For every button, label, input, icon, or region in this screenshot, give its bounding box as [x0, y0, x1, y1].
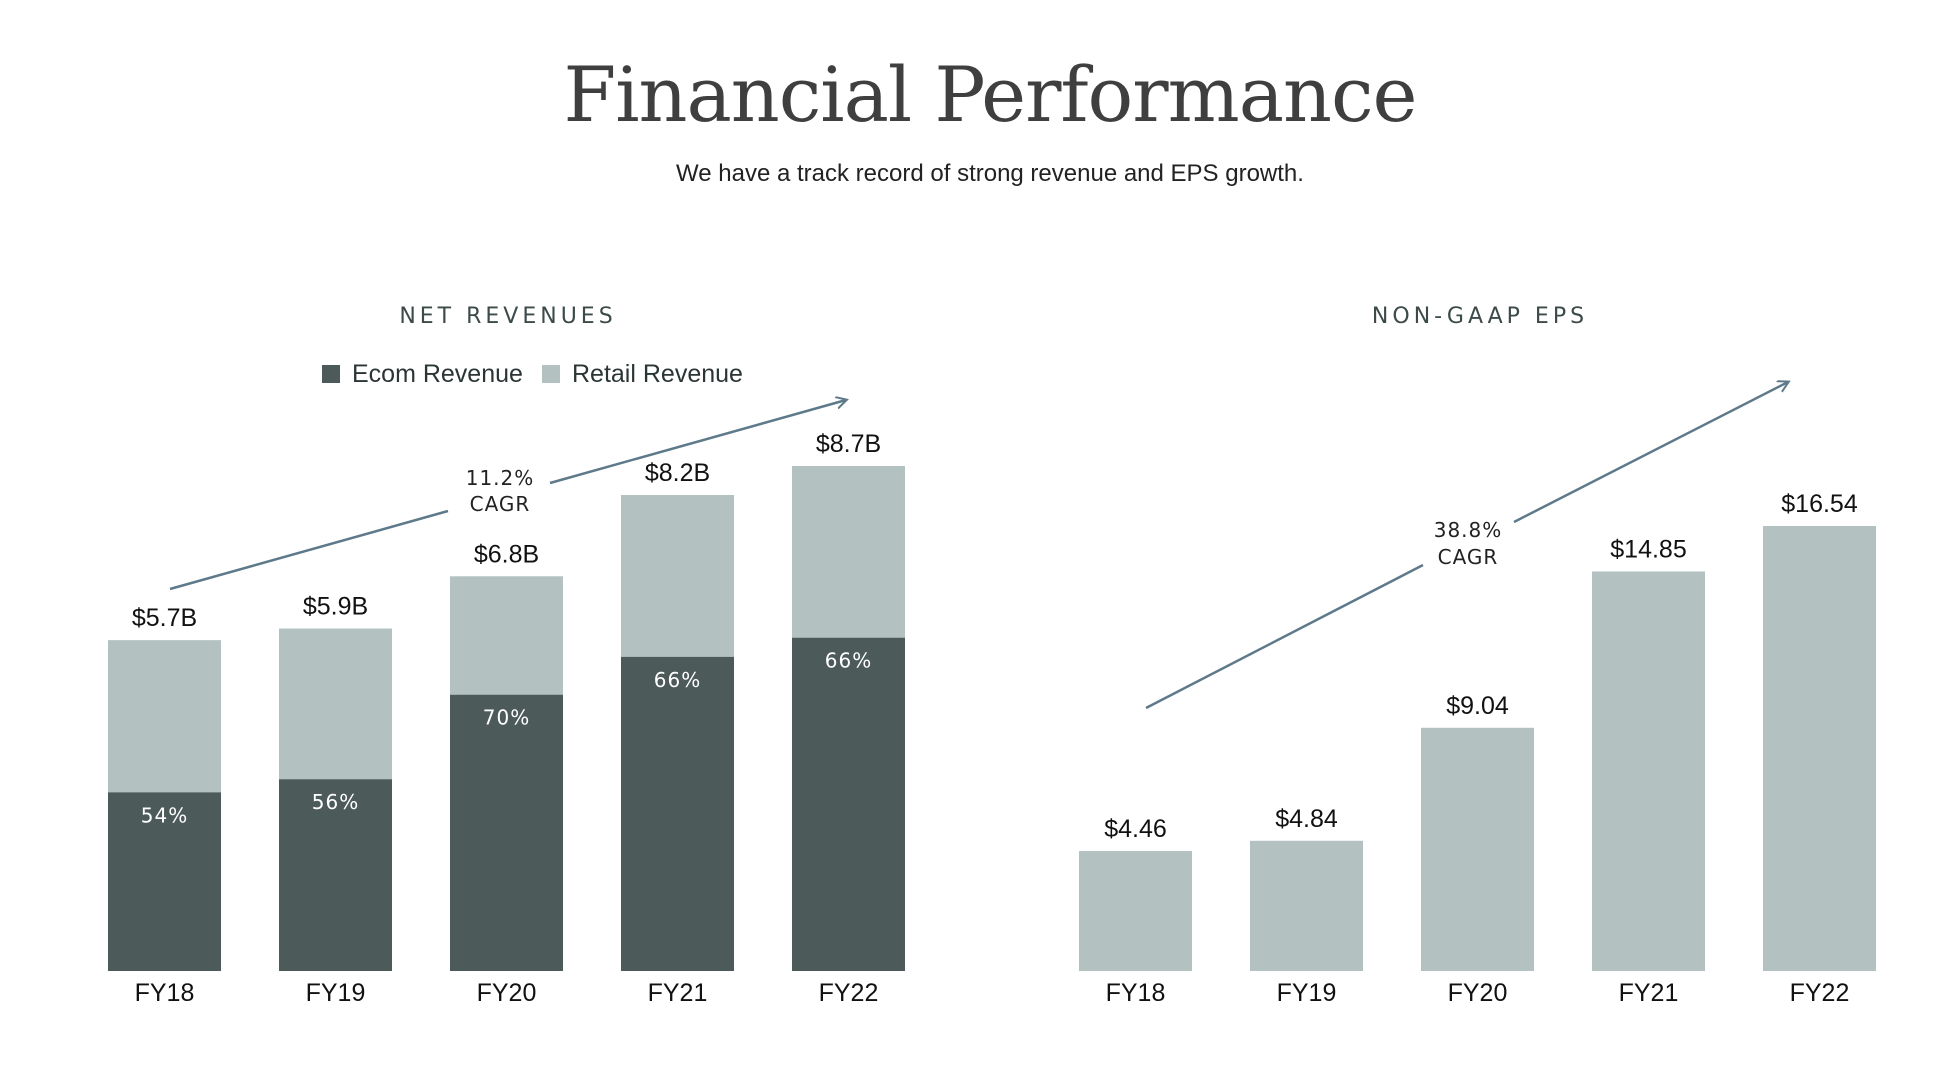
cagr-arrow-eps — [1513, 382, 1788, 524]
cagr-value-revenue: 11.2% — [466, 466, 535, 490]
bar-ecom-fy21 — [621, 656, 734, 971]
eps-value-label-fy20: $9.04 — [1446, 692, 1509, 720]
page-title: Financial Performance — [563, 50, 1418, 139]
eps-value-label-fy19: $4.84 — [1275, 805, 1338, 833]
legend-swatch-retail — [542, 365, 560, 383]
eps-value-label-fy22: $16.54 — [1781, 490, 1858, 518]
bar-retail-fy21 — [621, 495, 734, 657]
x-tick-label-fy20: FY20 — [477, 979, 537, 1007]
share-label-fy18: 54% — [141, 803, 188, 827]
legend-swatch-ecom — [322, 365, 340, 383]
eps-bar-fy19 — [1250, 840, 1363, 971]
bar-retail-fy20 — [450, 576, 563, 695]
eps-x-tick-label-fy18: FY18 — [1106, 979, 1166, 1007]
x-tick-label-fy21: FY21 — [648, 979, 708, 1007]
bar-ecom-fy18 — [108, 792, 221, 971]
cagr-line-eps-lower — [1145, 563, 1424, 710]
total-label-fy21: $8.2B — [645, 459, 710, 487]
legend-label-ecom: Ecom Revenue — [352, 360, 523, 388]
eps-x-tick-label-fy22: FY22 — [1790, 979, 1850, 1007]
eps-bar-fy20 — [1421, 727, 1534, 971]
net-revenues-bars: $5.7B 54% FY18 $5.9B 56% FY19 $6.8B 70% FY20 $8.2… — [108, 430, 905, 1007]
eps-title: NON-GAAP EPS — [1372, 304, 1588, 329]
cagr-annotation-eps: 38.8% CAGR — [1145, 382, 1788, 710]
eps-value-label-fy21: $14.85 — [1610, 535, 1686, 563]
cagr-value-eps: 38.8% — [1434, 518, 1503, 542]
cagr-arrow-revenue — [549, 400, 846, 485]
eps-bar-fy21 — [1592, 571, 1705, 971]
total-label-fy19: $5.9B — [303, 593, 368, 621]
eps-x-tick-label-fy20: FY20 — [1448, 979, 1508, 1007]
legend-label-retail: Retail Revenue — [572, 360, 743, 388]
net-revenues-title: NET REVENUES — [399, 304, 616, 329]
bar-retail-fy18 — [108, 640, 221, 793]
x-tick-label-fy18: FY18 — [135, 979, 195, 1007]
cagr-annotation-revenue: 11.2% CAGR — [169, 400, 846, 591]
eps-value-label-fy18: $4.46 — [1104, 815, 1167, 843]
share-label-fy21: 66% — [654, 668, 701, 692]
bar-retail-fy19 — [279, 628, 392, 780]
legend: Ecom Revenue Retail Revenue — [322, 360, 743, 388]
eps-bars: $4.46 FY18 $4.84 FY19 $9.04 FY20 $14.85 FY21 $16… — [1079, 490, 1876, 1007]
cagr-line-revenue-lower — [169, 509, 449, 591]
total-label-fy20: $6.8B — [474, 540, 539, 568]
share-label-fy19: 56% — [312, 790, 359, 814]
eps-x-tick-label-fy19: FY19 — [1277, 979, 1337, 1007]
share-label-fy22: 66% — [825, 649, 872, 673]
bar-retail-fy22 — [792, 466, 905, 638]
cagr-label-eps: CAGR — [1438, 545, 1499, 569]
bar-ecom-fy20 — [450, 694, 563, 971]
cagr-label-revenue: CAGR — [470, 492, 531, 516]
net-revenues-chart: NET REVENUES Ecom Revenue Retail Revenue… — [108, 304, 905, 1007]
eps-bar-fy22 — [1763, 526, 1876, 971]
total-label-fy22: $8.7B — [816, 430, 881, 458]
eps-chart: NON-GAAP EPS 38.8% CAGR $4.46 FY18 $4.84 FY… — [1079, 304, 1876, 1007]
page-subtitle: We have a track record of strong revenue… — [676, 160, 1304, 187]
x-tick-label-fy19: FY19 — [306, 979, 366, 1007]
x-tick-label-fy22: FY22 — [819, 979, 879, 1007]
share-label-fy20: 70% — [483, 706, 530, 730]
bar-ecom-fy22 — [792, 637, 905, 971]
eps-bar-fy18 — [1079, 851, 1192, 971]
eps-x-tick-label-fy21: FY21 — [1619, 979, 1679, 1007]
bar-ecom-fy19 — [279, 779, 392, 971]
total-label-fy18: $5.7B — [132, 604, 197, 632]
